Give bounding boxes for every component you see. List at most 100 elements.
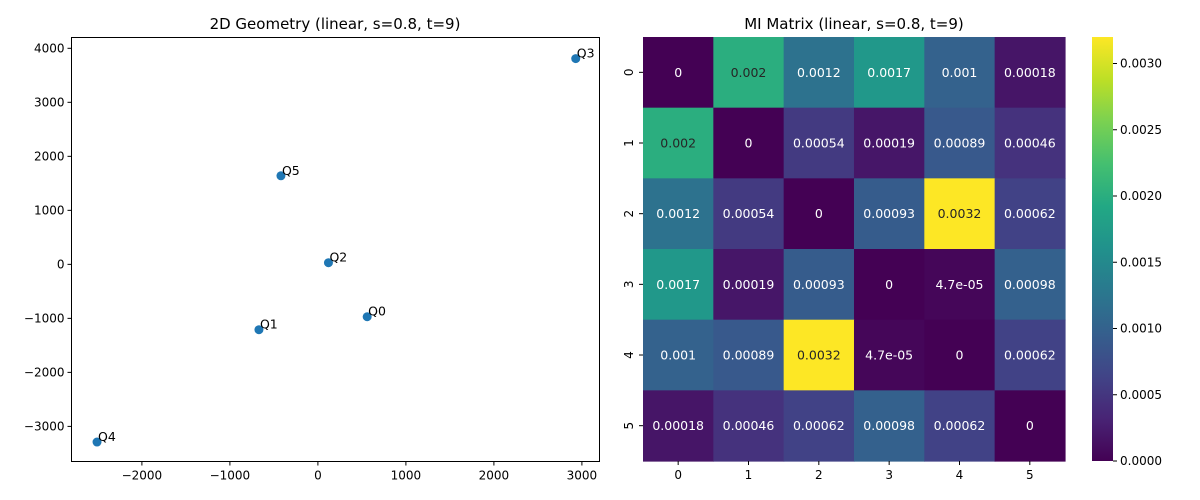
heatmap-cell-label: 0.001	[942, 65, 978, 80]
y-tick-label: 1	[622, 139, 636, 147]
point-label: Q0	[368, 304, 386, 319]
heatmap-cell	[924, 107, 996, 179]
heatmap-cell	[643, 178, 714, 250]
y-tick-label: 5	[622, 422, 636, 430]
heatmap-cell	[643, 319, 714, 391]
heatmap-cell-label: 0.0017	[867, 65, 911, 80]
heatmap-cell	[783, 249, 855, 321]
heatmap-cell-label: 0.0017	[656, 277, 700, 292]
y-tick-label: 2	[622, 210, 636, 218]
y-tick-label: 0	[57, 257, 65, 271]
heatmap-cell-label: 0.001	[660, 348, 696, 363]
x-tick-label: 5	[1026, 468, 1034, 482]
heatmap-cell-label: 0.002	[731, 65, 767, 80]
heatmap-cell	[783, 37, 855, 109]
colorbar-tick-label: 0.0020	[1120, 189, 1162, 203]
heatmap-cell-label: 0.00062	[1004, 348, 1056, 363]
y-tick-label: −1000	[24, 311, 65, 325]
heatmap-cell	[924, 390, 996, 462]
heatmap-y-axis: 0 1 2 3 4 5	[622, 69, 643, 430]
heatmap-cell-label: 0.00054	[723, 206, 775, 221]
y-tick-label: 4000	[34, 41, 65, 55]
heatmap-cell	[994, 249, 1066, 321]
heatmap-panel: MI Matrix (linear, s=0.8, t=9) 0 0.002 0.0…	[622, 15, 1066, 482]
x-tick-label: 3000	[567, 469, 598, 483]
colorbar-tick-label: 0.0030	[1120, 57, 1162, 71]
heatmap-title: MI Matrix (linear, s=0.8, t=9)	[744, 15, 964, 33]
y-tick-label: −3000	[24, 419, 65, 433]
heatmap-cell	[783, 319, 855, 391]
heatmap-cell-label: 0.00089	[934, 136, 986, 151]
y-tick-label: 3000	[34, 95, 65, 109]
heatmap-cell-label: 0.00054	[793, 136, 845, 151]
y-tick-label: −2000	[24, 365, 65, 379]
colorbar: 0.0000 0.0005 0.0010 0.0015 0.0020 0.0025 0.00…	[1092, 37, 1162, 468]
scatter-plot-frame	[71, 37, 600, 462]
x-tick-label: 4	[956, 468, 964, 482]
heatmap-cell-label: 0.00046	[1004, 136, 1056, 151]
colorbar-tick-label: 0.0015	[1120, 255, 1162, 269]
heatmap-cell	[924, 37, 996, 109]
heatmap-cell-label: 0.00062	[1004, 206, 1056, 221]
y-tick-label: 3	[622, 281, 636, 289]
heatmap-cell-label: 0.00062	[793, 418, 845, 433]
heatmap-cell	[713, 178, 785, 250]
heatmap-cell-label: 0.0012	[656, 206, 700, 221]
heatmap-cell-label: 0.00046	[723, 418, 775, 433]
heatmap-cell	[783, 178, 855, 250]
x-tick-label: 2000	[479, 469, 510, 483]
x-tick-label: 0	[314, 469, 322, 483]
heatmap-cell-label: 0.00018	[1004, 65, 1056, 80]
heatmap-cell	[853, 178, 925, 250]
scatter-point	[571, 54, 581, 64]
heatmap-cell-label: 0.00093	[863, 206, 915, 221]
x-tick-label: 1	[745, 468, 753, 482]
x-tick-label: −2000	[122, 469, 163, 483]
heatmap-cell-label: 0.00098	[1004, 277, 1056, 292]
heatmap-cell-label: 0.00089	[723, 348, 775, 363]
scatter-point	[362, 312, 372, 322]
heatmap-cell-label: 4.7e-05	[865, 348, 913, 363]
point-label: Q3	[577, 46, 595, 61]
heatmap-cells	[643, 37, 1066, 462]
heatmap-cell-label: 0.0032	[938, 206, 982, 221]
heatmap-cell-label: 0.002	[660, 136, 696, 151]
heatmap-cell-label: 0	[885, 277, 893, 292]
heatmap-cell	[713, 319, 785, 391]
heatmap-cell	[994, 390, 1066, 462]
scatter-panel: 2D Geometry (linear, s=0.8, t=9) −2000 −1…	[24, 15, 600, 483]
colorbar-tick-label: 0.0010	[1120, 322, 1162, 336]
scatter-points	[92, 54, 581, 447]
heatmap-cell	[643, 249, 714, 321]
heatmap-cell	[643, 37, 714, 109]
heatmap-cell-label: 0.00098	[863, 418, 915, 433]
heatmap-cell-label: 0.00019	[863, 136, 915, 151]
y-tick-label: 4	[622, 351, 636, 359]
heatmap-cell-label: 0.0032	[797, 348, 841, 363]
x-tick-label: −1000	[210, 469, 251, 483]
heatmap-cell	[853, 319, 925, 391]
heatmap-cell-label: 0	[956, 348, 964, 363]
scatter-point-labels: Q0 Q1 Q2 Q3 Q4 Q5	[98, 46, 595, 444]
point-label: Q5	[282, 163, 300, 178]
scatter-y-axis: −3000 −2000 −1000 0 1000 2000 3000 4000	[24, 41, 72, 433]
scatter-x-axis: −2000 −1000 0 1000 2000 3000	[122, 461, 598, 483]
point-label: Q1	[260, 317, 278, 332]
x-tick-label: 0	[674, 468, 682, 482]
scatter-point	[276, 171, 286, 181]
heatmap-cell	[994, 37, 1066, 109]
heatmap-cell	[713, 107, 785, 179]
y-tick-label: 2000	[34, 149, 65, 163]
heatmap-cell-labels: 0 0.002 0.0012 0.0017 0.001 0.00018 0.002 0 0.00…	[652, 65, 1055, 433]
scatter-point	[254, 325, 264, 335]
colorbar-gradient	[1092, 37, 1113, 461]
heatmap-cell	[994, 178, 1066, 250]
scatter-point	[323, 258, 333, 268]
heatmap-cell	[713, 249, 785, 321]
heatmap-cell	[783, 390, 855, 462]
heatmap-cell	[853, 249, 925, 321]
heatmap-cell	[924, 249, 996, 321]
scatter-point	[92, 437, 102, 447]
x-tick-label: 2	[815, 468, 823, 482]
